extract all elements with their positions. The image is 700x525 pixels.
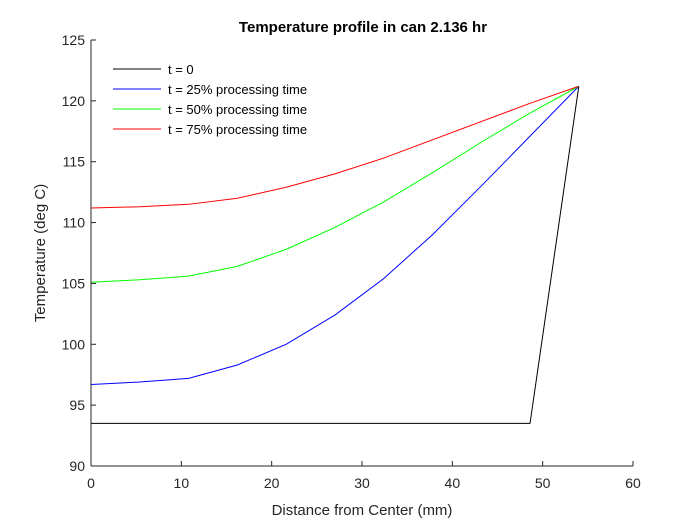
y-tick-label: 95 (69, 397, 85, 413)
x-axis-label: Distance from Center (mm) (272, 502, 453, 519)
y-tick-label: 105 (62, 275, 86, 291)
plot-area (91, 40, 633, 466)
plot-background (91, 40, 633, 466)
y-tick-label: 110 (63, 215, 86, 231)
y-axis-label: Temperature (deg C) (32, 184, 49, 322)
legend-label-2: t = 50% processing time (168, 102, 307, 117)
series-line-2 (90, 85, 580, 283)
legend-label-1: t = 25% processing time (168, 82, 307, 97)
x-tick-label: 60 (625, 475, 641, 491)
x-tick-label: 10 (174, 475, 190, 491)
x-tick-label: 30 (354, 475, 370, 491)
y-tick-label: 100 (62, 336, 86, 352)
chart-title: Temperature profile in can 2.136 hr (239, 19, 487, 36)
series-line-1 (90, 85, 580, 385)
y-tick-label: 90 (69, 458, 85, 474)
legend-label-0: t = 0 (168, 62, 194, 77)
series-group (90, 85, 580, 424)
y-tick-label: 120 (62, 93, 86, 109)
x-tick-label: 20 (264, 475, 280, 491)
legend-label-3: t = 75% processing time (168, 122, 307, 137)
axes: 0 10 20 30 40 50 60 90 95 100 105 110 115 120 125 (62, 32, 641, 491)
legend: t = 0 t = 25% processing time t = 50% proc… (113, 62, 307, 137)
x-tick-label: 40 (445, 475, 461, 491)
y-tick-label: 115 (63, 154, 86, 170)
x-tick-label: 50 (535, 475, 551, 491)
series-line-3 (90, 85, 579, 209)
y-tick-label: 125 (62, 32, 86, 48)
series-line-0 (91, 86, 580, 424)
x-tick-label: 0 (87, 475, 95, 491)
